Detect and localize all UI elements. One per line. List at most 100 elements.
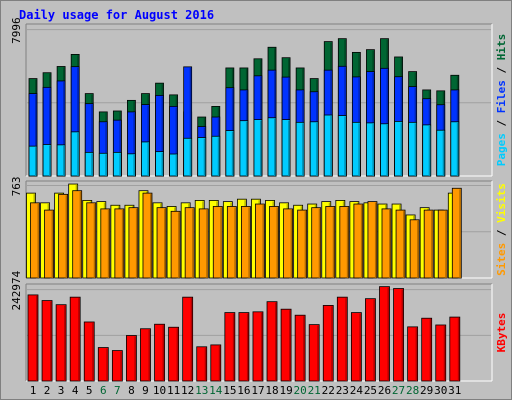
x-tick-label: 20 xyxy=(294,384,307,397)
x-tick-label: 29 xyxy=(420,384,433,397)
x-tick-label: 11 xyxy=(167,384,180,397)
bar-pages xyxy=(267,117,277,177)
bar-sites xyxy=(128,207,139,279)
bar-kbytes-shade xyxy=(134,336,136,381)
bar-sites xyxy=(297,209,308,279)
x-tick-label: 2 xyxy=(44,384,51,397)
bar-sites-shade xyxy=(164,208,166,278)
bar-kbytes-shade xyxy=(415,327,418,381)
bar-pages xyxy=(380,123,389,177)
bar-pages-shade xyxy=(189,139,192,176)
x-tick-label: 3 xyxy=(58,384,65,397)
bar-kbytes-shade xyxy=(289,310,291,381)
bar-files-shade xyxy=(35,94,37,176)
bar-kbytes-shade xyxy=(36,295,38,381)
bar-pages-shade xyxy=(386,124,388,176)
bar-kbytes xyxy=(336,296,348,382)
bar-sites xyxy=(212,206,223,279)
bar-pages xyxy=(98,152,108,177)
bar-pages-shade xyxy=(133,154,135,176)
bar-kbytes xyxy=(266,301,278,382)
bar-sites-shade xyxy=(374,202,377,278)
bar-kbytes xyxy=(111,350,123,382)
bar-sites xyxy=(240,206,251,279)
bar-pages-shade xyxy=(400,122,403,176)
bar-files-shade xyxy=(386,69,388,176)
bar-kbytes xyxy=(449,316,461,382)
bar-pages-shade xyxy=(302,123,304,176)
x-tick-label: 28 xyxy=(406,384,419,397)
bar-kbytes-shade xyxy=(260,312,263,381)
bar-sites-shade xyxy=(234,207,236,278)
bar-sites-shade xyxy=(192,208,194,278)
bar-sites-shade xyxy=(51,211,54,278)
bar-pages xyxy=(337,115,347,177)
bar-pages xyxy=(127,153,136,177)
bar-pages-shade xyxy=(414,123,417,176)
bar-sites-shade xyxy=(318,208,321,278)
bar-pages xyxy=(309,121,319,177)
bar-sites xyxy=(226,206,237,279)
bar-pages xyxy=(169,153,179,177)
bar-kbytes-shade xyxy=(401,289,404,381)
bar-pages-shade xyxy=(344,116,346,176)
bar-files-shade xyxy=(133,112,135,176)
x-tick-label: 6 xyxy=(100,384,107,397)
bar-kbytes-shade xyxy=(50,301,52,381)
bar-pages xyxy=(295,121,305,177)
bar-kbytes xyxy=(280,308,292,382)
x-tick-label: 8 xyxy=(128,384,135,397)
bar-kbytes xyxy=(407,326,419,382)
x-tick-label: 22 xyxy=(322,384,335,397)
bar-kbytes xyxy=(196,346,208,382)
bar-sites xyxy=(395,209,406,279)
bar-sites-shade xyxy=(206,209,208,278)
bar-sites-shade xyxy=(135,208,138,278)
bar-files-shade xyxy=(189,67,192,176)
bar-files-shade xyxy=(147,105,149,176)
bar-pages-shade xyxy=(105,154,107,176)
bar-pages xyxy=(253,119,263,177)
bar-kbytes xyxy=(308,324,320,382)
bar-kbytes xyxy=(210,344,222,382)
bar-sites-shade xyxy=(431,211,433,278)
bar-pages xyxy=(141,141,150,177)
legend-visits: Visits xyxy=(495,183,508,223)
legend-files: Files xyxy=(495,80,508,113)
bar-kbytes-shade xyxy=(275,302,277,381)
bar-kbytes xyxy=(238,312,250,382)
bar-sites xyxy=(86,202,97,279)
bar-pages-shade xyxy=(274,118,276,176)
bar-kbytes-shade xyxy=(359,313,361,381)
bar-sites xyxy=(114,208,125,279)
bar-sites xyxy=(198,208,209,279)
bar-sites xyxy=(142,192,153,279)
bar-kbytes-shade xyxy=(120,351,122,381)
bar-sites-shade xyxy=(445,211,447,278)
panel-top-ymax-label: 7996 xyxy=(10,17,23,44)
bar-kbytes-shade xyxy=(176,328,179,381)
x-tick-label: 17 xyxy=(251,384,264,397)
bar-pages xyxy=(42,144,52,177)
bar-pages xyxy=(323,114,333,177)
bar-kbytes-shade xyxy=(373,299,375,381)
bar-kbytes-shade xyxy=(92,322,94,381)
bar-kbytes xyxy=(435,324,447,382)
bar-kbytes xyxy=(83,321,95,382)
bar-pages xyxy=(84,151,94,177)
bar-sites-shade xyxy=(346,207,349,278)
bar-pages xyxy=(351,121,361,177)
bar-pages xyxy=(225,130,235,177)
panel-bottom-ymax-label: 242974 xyxy=(10,270,23,310)
legend-separator: / xyxy=(495,60,508,80)
bar-kbytes xyxy=(41,300,53,382)
bar-sites xyxy=(100,208,111,279)
bar-kbytes-shade xyxy=(64,305,66,381)
bar-sites-shade xyxy=(37,203,39,278)
x-tick-label: 1 xyxy=(30,384,37,397)
bar-pages xyxy=(366,122,375,177)
bar-pages-shade xyxy=(316,122,318,176)
bar-kbytes xyxy=(140,328,151,382)
bar-kbytes xyxy=(224,312,236,382)
